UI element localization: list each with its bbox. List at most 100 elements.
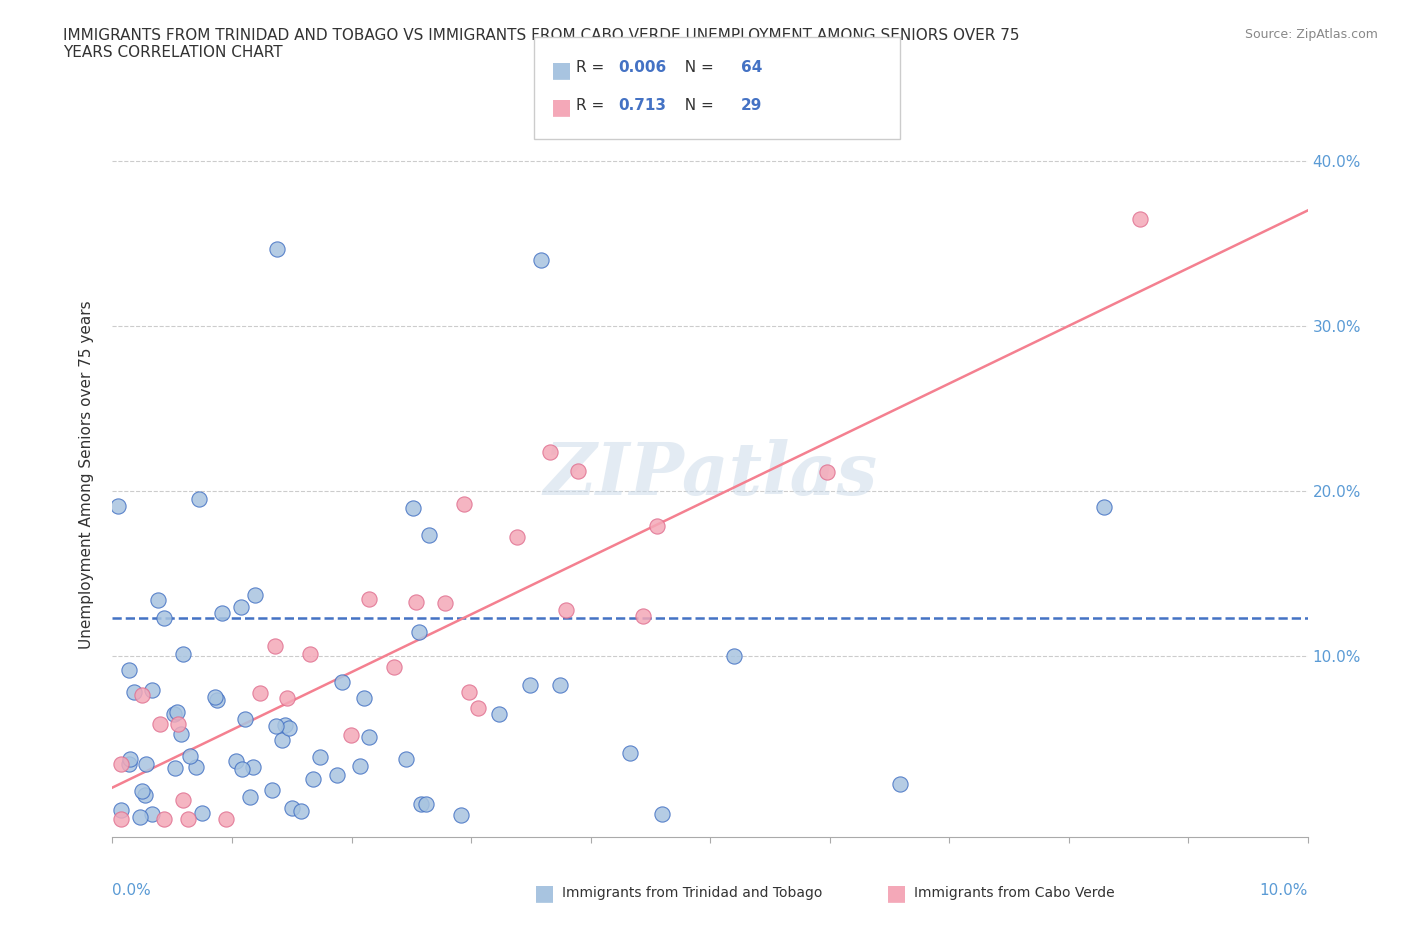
Point — [519, 678, 541, 693]
Text: ■: ■ — [551, 98, 572, 118]
Point — [395, 751, 418, 766]
Point — [118, 663, 141, 678]
Point — [262, 783, 284, 798]
Text: Immigrants from Trinidad and Tobago: Immigrants from Trinidad and Tobago — [562, 885, 823, 900]
Point — [129, 809, 152, 824]
Point — [550, 678, 572, 693]
Point — [166, 717, 188, 732]
Point — [172, 647, 194, 662]
Point — [263, 638, 285, 653]
Point — [225, 753, 247, 768]
Point — [817, 465, 839, 480]
Point — [131, 784, 153, 799]
Point — [249, 685, 271, 700]
Point — [382, 659, 405, 674]
Point — [298, 646, 321, 661]
Point — [177, 811, 200, 827]
Point — [409, 796, 432, 811]
Point — [281, 801, 304, 816]
Point — [619, 746, 641, 761]
Point — [271, 733, 294, 748]
Point — [651, 806, 673, 821]
Point — [141, 807, 163, 822]
Point — [415, 796, 437, 811]
Point — [506, 529, 529, 544]
Point — [134, 788, 156, 803]
Point — [277, 721, 299, 736]
Text: IMMIGRANTS FROM TRINIDAD AND TOBAGO VS IMMIGRANTS FROM CABO VERDE UNEMPLOYMENT A: IMMIGRANTS FROM TRINIDAD AND TOBAGO VS I… — [63, 28, 1019, 60]
Point — [889, 777, 911, 791]
Point — [402, 501, 425, 516]
Point — [188, 491, 211, 506]
Point — [166, 704, 188, 719]
Point — [110, 757, 132, 772]
Point — [349, 759, 371, 774]
Text: 0.713: 0.713 — [619, 98, 666, 113]
Text: ■: ■ — [534, 883, 555, 903]
Point — [530, 253, 553, 268]
Point — [186, 760, 208, 775]
Point — [153, 811, 176, 827]
Point — [242, 760, 264, 775]
Text: ■: ■ — [886, 883, 907, 903]
Point — [266, 241, 288, 256]
Point — [153, 611, 176, 626]
Point — [488, 707, 510, 722]
Point — [274, 717, 297, 732]
Text: Source: ZipAtlas.com: Source: ZipAtlas.com — [1244, 28, 1378, 41]
Point — [458, 684, 481, 699]
Point — [353, 690, 375, 705]
Point — [1094, 499, 1116, 514]
Point — [555, 603, 578, 618]
Point — [453, 497, 475, 512]
Point — [231, 762, 253, 777]
Point — [135, 757, 157, 772]
Point — [723, 648, 745, 663]
Point — [170, 727, 193, 742]
Text: N =: N = — [675, 98, 718, 113]
Point — [205, 692, 228, 707]
Point — [110, 811, 132, 827]
Point — [302, 772, 325, 787]
Point — [211, 605, 233, 620]
Text: 29: 29 — [741, 98, 762, 113]
Text: 0.0%: 0.0% — [112, 883, 152, 897]
Point — [290, 804, 312, 818]
Point — [163, 706, 186, 721]
Text: ■: ■ — [551, 60, 572, 81]
Point — [233, 711, 256, 726]
Point — [131, 687, 153, 702]
Point — [215, 811, 238, 827]
Point — [239, 790, 262, 804]
Point — [148, 716, 170, 731]
Point — [434, 596, 457, 611]
Point — [1129, 211, 1152, 226]
Point — [264, 719, 287, 734]
Point — [243, 587, 266, 602]
Point — [647, 519, 669, 534]
Point — [179, 749, 201, 764]
Y-axis label: Unemployment Among Seniors over 75 years: Unemployment Among Seniors over 75 years — [79, 300, 94, 648]
Point — [172, 793, 194, 808]
Point — [357, 730, 380, 745]
Point — [122, 685, 145, 700]
Point — [408, 625, 430, 640]
Point — [165, 760, 187, 775]
Point — [538, 445, 561, 459]
Point — [340, 728, 363, 743]
Text: R =: R = — [576, 60, 610, 75]
Point — [231, 599, 253, 614]
Point — [204, 689, 226, 704]
Text: 10.0%: 10.0% — [1260, 883, 1308, 897]
Point — [418, 527, 440, 542]
Text: ZIPatlas: ZIPatlas — [543, 439, 877, 510]
Point — [308, 750, 330, 764]
Point — [567, 463, 589, 478]
Text: R =: R = — [576, 98, 610, 113]
Point — [405, 594, 427, 609]
Point — [118, 756, 141, 771]
Point — [141, 683, 163, 698]
Point — [146, 592, 169, 607]
Point — [326, 768, 349, 783]
Point — [110, 803, 132, 817]
